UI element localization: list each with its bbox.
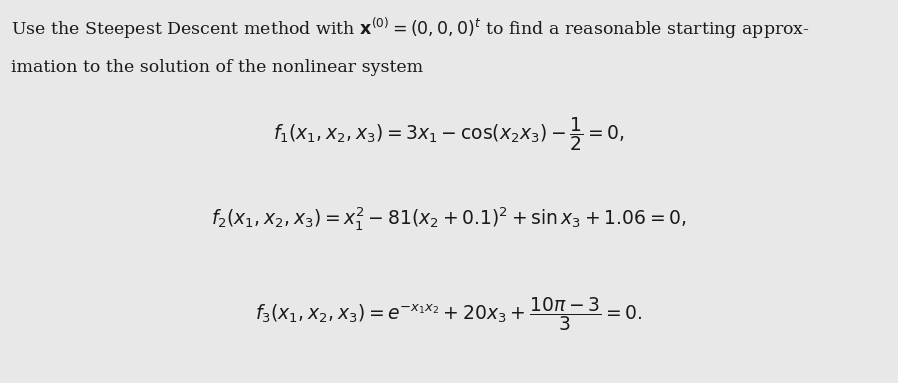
Text: $f_3(x_1, x_2, x_3) = e^{-x_1 x_2} + 20x_3 + \dfrac{10\pi - 3}{3} = 0.$: $f_3(x_1, x_2, x_3) = e^{-x_1 x_2} + 20x…: [255, 295, 643, 333]
Text: imation to the solution of the nonlinear system: imation to the solution of the nonlinear…: [11, 59, 423, 76]
Text: Use the Steepest Descent method with $\mathbf{x}^{(0)} = (0, 0, 0)^t$ to find a : Use the Steepest Descent method with $\m…: [11, 15, 810, 41]
Text: $f_1(x_1, x_2, x_3) = 3x_1 - \cos(x_2 x_3) - \dfrac{1}{2} = 0,$: $f_1(x_1, x_2, x_3) = 3x_1 - \cos(x_2 x_…: [273, 115, 625, 153]
Text: $f_2(x_1, x_2, x_3) = x_1^2 - 81(x_2 + 0.1)^2 + \sin x_3 + 1.06 = 0,$: $f_2(x_1, x_2, x_3) = x_1^2 - 81(x_2 + 0…: [211, 205, 687, 232]
